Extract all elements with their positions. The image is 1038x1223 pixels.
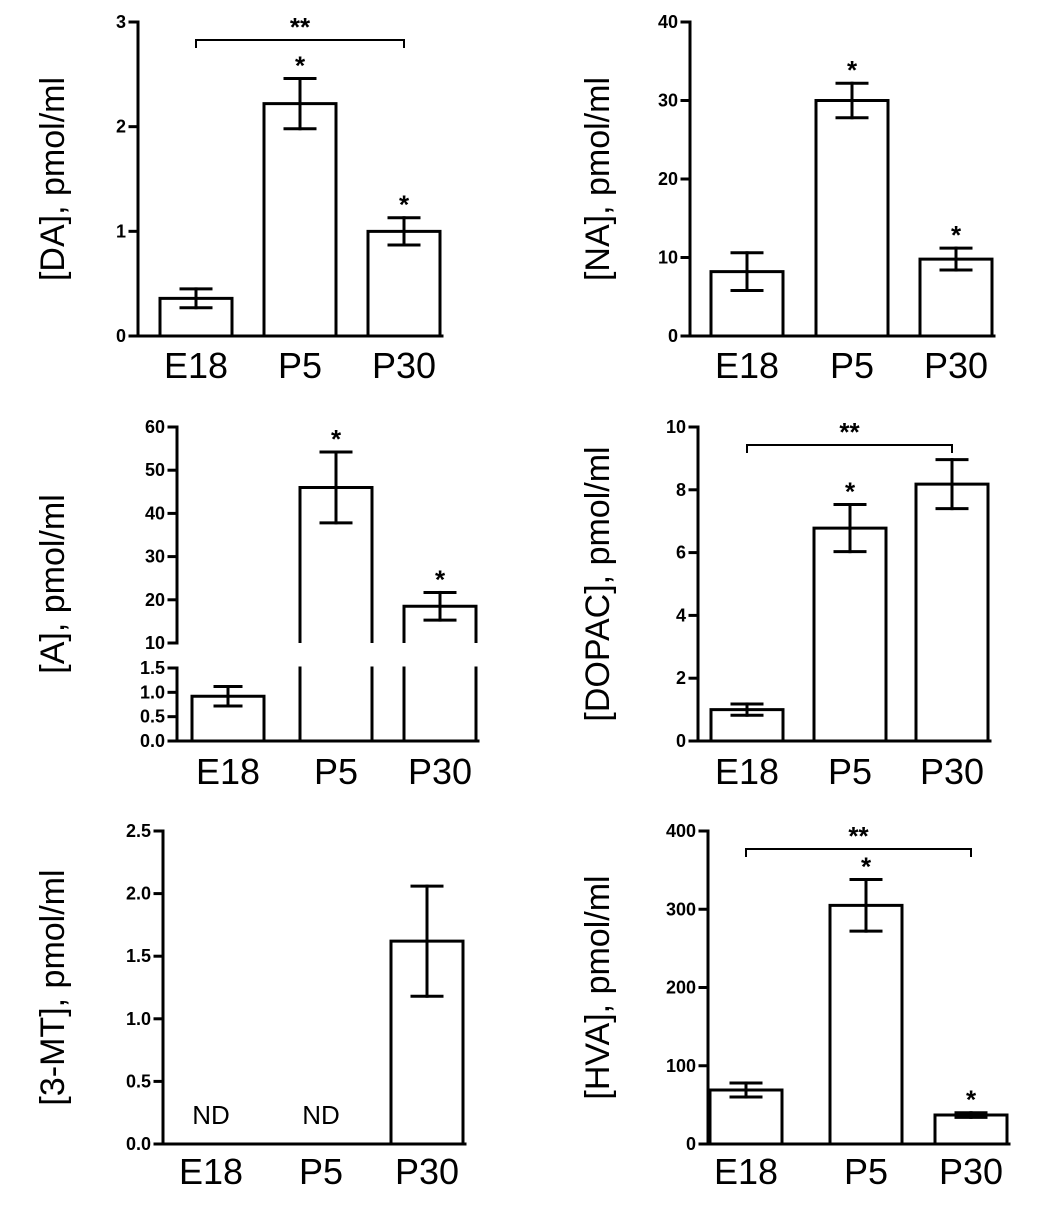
x-category-label: P30	[920, 751, 984, 792]
x-category-label: P30	[939, 1151, 1003, 1192]
y-tick-label: 200	[666, 978, 696, 998]
significance-star: *	[331, 424, 342, 454]
x-category-label: P5	[314, 751, 358, 792]
panel-3: [A], pmol/ml 0.0 0.5 1.0 1.5 10 20 30 40 50 60 * * E1…	[34, 417, 480, 792]
y-tick-label: 4	[676, 605, 686, 625]
bar-P30	[366, 229, 442, 336]
y-tick-label: 20	[658, 169, 678, 189]
y-tick-label: 30	[145, 547, 165, 567]
y-tick-label: 30	[658, 91, 678, 111]
y-tick-label: 2	[116, 117, 126, 137]
not-detected-label: ND	[302, 1100, 340, 1130]
x-category-label: P30	[395, 1151, 459, 1192]
bar-P5	[812, 526, 888, 741]
y-tick-label: 10	[145, 633, 165, 653]
y-tick-label: 50	[145, 460, 165, 480]
y-tick-label: 2	[676, 668, 686, 688]
significance-bracket	[195, 39, 405, 48]
y-axis-label: [3-MT], pmol/ml	[34, 869, 72, 1105]
significance-star: *	[435, 564, 446, 594]
y-axis-label: [A], pmol/ml	[34, 494, 72, 673]
x-category-label: E18	[715, 345, 779, 386]
bracket-label: **	[839, 417, 860, 447]
y-tick-label: 0	[676, 731, 686, 751]
significance-star: *	[951, 220, 962, 250]
y-tick-label: 1	[116, 221, 126, 241]
y-tick-label: 0.0	[140, 731, 165, 751]
y-tick-label: 1.5	[140, 658, 165, 678]
x-category-label: P30	[372, 345, 436, 386]
y-tick-label: 100	[666, 1056, 696, 1076]
x-category-label: E18	[164, 345, 228, 386]
y-tick-label: 300	[666, 899, 696, 919]
y-tick-label: 8	[676, 480, 686, 500]
not-detected-label: ND	[192, 1100, 230, 1130]
y-tick-label: 40	[145, 503, 165, 523]
y-tick-label: 40	[658, 12, 678, 32]
significance-star: *	[399, 190, 410, 220]
bar-P5	[828, 903, 904, 1144]
y-axis-label: [DOPAC], pmol/ml	[579, 446, 617, 721]
y-tick-label: 0	[116, 326, 126, 346]
bar-P30	[933, 1113, 1009, 1144]
panel-5: [3-MT], pmol/ml 0.0 0.5 1.0 1.5 2.0 2.5 ND ND E18…	[34, 821, 467, 1192]
y-tick-label: 20	[145, 590, 165, 610]
panel-2: [NA], pmol/ml 0 10 20 30 40 * * E18 P5 P30	[579, 12, 996, 386]
x-category-label: P5	[828, 751, 872, 792]
y-tick-label: 0	[668, 326, 678, 346]
y-tick-label: 0	[686, 1134, 696, 1154]
significance-bracket	[745, 848, 972, 857]
bracket-label: **	[290, 12, 311, 42]
y-tick-label: 1.5	[126, 946, 151, 966]
y-tick-label: 2.0	[126, 884, 151, 904]
significance-star: *	[861, 852, 872, 882]
x-category-label: E18	[196, 751, 260, 792]
significance-star: *	[847, 55, 858, 85]
significance-star: *	[295, 51, 306, 81]
y-tick-label: 60	[145, 417, 165, 437]
x-category-label: E18	[179, 1151, 243, 1192]
y-tick-label: 0.5	[126, 1071, 151, 1091]
significance-bracket	[746, 444, 953, 453]
x-category-label: P5	[844, 1151, 888, 1192]
bracket-label: **	[848, 821, 869, 851]
y-tick-label: 6	[676, 543, 686, 563]
y-tick-label: 1.0	[126, 1009, 151, 1029]
y-axis-label: [DA], pmol/ml	[34, 77, 72, 281]
x-category-label: E18	[715, 751, 779, 792]
bar-P5	[814, 99, 890, 336]
y-axis-label: [HVA], pmol/ml	[579, 875, 617, 1099]
y-tick-label: 10	[658, 248, 678, 268]
x-category-label: P30	[408, 751, 472, 792]
x-category-label: E18	[714, 1151, 778, 1192]
y-tick-label: 0.0	[126, 1134, 151, 1154]
y-tick-label: 400	[666, 821, 696, 841]
bar-P30	[914, 482, 990, 741]
significance-star: *	[966, 1085, 977, 1115]
y-tick-label: 0.5	[140, 707, 165, 727]
y-tick-label: 1.0	[140, 682, 165, 702]
significance-star: *	[845, 477, 856, 507]
x-category-label: P5	[278, 345, 322, 386]
x-category-label: P30	[924, 345, 988, 386]
y-tick-label: 2.5	[126, 821, 151, 841]
y-tick-label: 3	[116, 12, 126, 32]
y-tick-label: 10	[666, 417, 686, 437]
x-category-label: P5	[830, 345, 874, 386]
y-axis-label: [NA], pmol/ml	[579, 77, 617, 281]
bar-P5	[262, 102, 338, 336]
x-category-label: P5	[299, 1151, 343, 1192]
